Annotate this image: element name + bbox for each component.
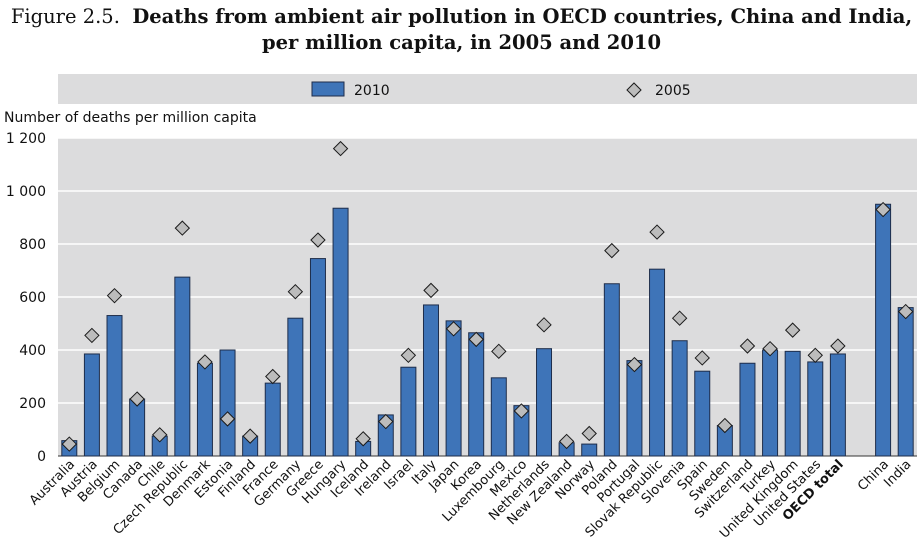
marker-2005 xyxy=(61,436,78,452)
marker-2005 xyxy=(762,340,778,357)
bar-2010 xyxy=(422,304,439,457)
bar-2010 xyxy=(829,353,846,457)
marker-2005 xyxy=(219,411,236,427)
marker-2005 xyxy=(310,232,326,248)
bar-2010 xyxy=(287,317,304,457)
marker-2005 xyxy=(739,338,756,354)
bar-2010 xyxy=(671,340,688,457)
title-line-2: per million capita, in 2005 and 2010 xyxy=(261,31,662,54)
marker-2005 xyxy=(694,350,710,366)
bar-2010 xyxy=(739,362,756,457)
bar-2010 xyxy=(400,366,417,457)
marker-2005 xyxy=(513,403,530,419)
marker-2005 xyxy=(84,327,100,344)
y-tick-label: 0 xyxy=(37,449,46,465)
bar-2010 xyxy=(490,377,507,457)
bar-2010 xyxy=(626,360,643,457)
y-tick-label: 1 200 xyxy=(6,131,46,147)
marker-2005 xyxy=(355,431,371,447)
marker-2005 xyxy=(897,303,914,320)
marker-2005 xyxy=(581,425,597,442)
marker-2005 xyxy=(423,282,439,299)
marker-2005 xyxy=(604,242,620,259)
bar-2010 xyxy=(603,283,620,457)
legend-bar-swatch xyxy=(311,81,345,97)
markers-2005 xyxy=(61,140,914,452)
y-tick-labels: 0 200 400 600 800 1 000 1 200 xyxy=(6,131,46,465)
marker-2005 xyxy=(129,391,145,407)
bar-2010 xyxy=(83,353,100,457)
marker-2005 xyxy=(400,347,417,364)
marker-2005 xyxy=(265,368,281,385)
marker-2005 xyxy=(445,321,462,337)
legend-items: 2010 2005 xyxy=(311,81,691,99)
bar-2010 xyxy=(468,332,485,457)
marker-2005 xyxy=(197,354,213,370)
marker-2005 xyxy=(717,417,733,434)
marker-2005 xyxy=(536,317,552,333)
bar-2010 xyxy=(332,207,349,457)
bar-2010 xyxy=(219,349,236,457)
bar-2010 xyxy=(784,350,801,457)
y-axis-label: Number of deaths per million capita xyxy=(4,110,257,126)
bar-2010 xyxy=(196,362,213,457)
x-tick-label: India xyxy=(881,457,914,490)
bar-2010 xyxy=(897,307,914,457)
y-tick-label: 400 xyxy=(19,343,46,359)
chart-title: Figure 2.5. Deaths from ambient air poll… xyxy=(0,4,923,56)
marker-2005 xyxy=(807,347,823,364)
bar-2010 xyxy=(106,315,123,457)
marker-2005 xyxy=(378,413,394,430)
bar-2010 xyxy=(875,203,892,457)
marker-2005 xyxy=(152,427,168,443)
marker-2005 xyxy=(671,310,688,326)
bar-2010 xyxy=(445,320,462,457)
bar-2010 xyxy=(129,398,146,457)
y-tick-label: 1 000 xyxy=(6,184,46,200)
bar-2010 xyxy=(649,268,666,457)
marker-2005 xyxy=(875,201,891,218)
marker-2005 xyxy=(287,283,304,300)
bar-2010 xyxy=(536,348,553,457)
figure-label: Figure 2.5. xyxy=(10,5,120,28)
legend-bar-label: 2010 xyxy=(354,83,390,99)
bar-2010 xyxy=(694,370,711,457)
bar-2010 xyxy=(762,349,779,457)
marker-2005 xyxy=(468,331,484,348)
y-tick-label: 600 xyxy=(19,290,46,306)
bar-2010 xyxy=(174,276,191,457)
marker-2005 xyxy=(558,433,575,450)
legend-marker-swatch xyxy=(626,82,642,98)
bar-2010 xyxy=(264,382,281,457)
bar-2010 xyxy=(309,258,326,457)
marker-2005 xyxy=(106,287,123,304)
marker-2005 xyxy=(491,343,507,360)
marker-2005 xyxy=(332,140,349,157)
marker-2005 xyxy=(242,428,258,444)
legend-marker-label: 2005 xyxy=(655,83,691,99)
y-tick-label: 800 xyxy=(19,237,46,253)
x-tick-labels: AustraliaAustriaBelgiumCanadaChileCzech … xyxy=(27,457,915,542)
marker-2005 xyxy=(830,338,846,354)
marker-2005 xyxy=(626,356,643,373)
bar-2010 xyxy=(581,443,598,457)
marker-2005 xyxy=(174,220,191,236)
marker-2005 xyxy=(784,322,801,338)
y-tick-label: 200 xyxy=(19,396,46,412)
legend xyxy=(58,74,917,104)
bars-2010 xyxy=(61,203,914,457)
title-line-1: Deaths from ambient air pollution in OEC… xyxy=(132,5,913,28)
bar-2010 xyxy=(807,361,824,457)
marker-2005 xyxy=(649,224,665,240)
